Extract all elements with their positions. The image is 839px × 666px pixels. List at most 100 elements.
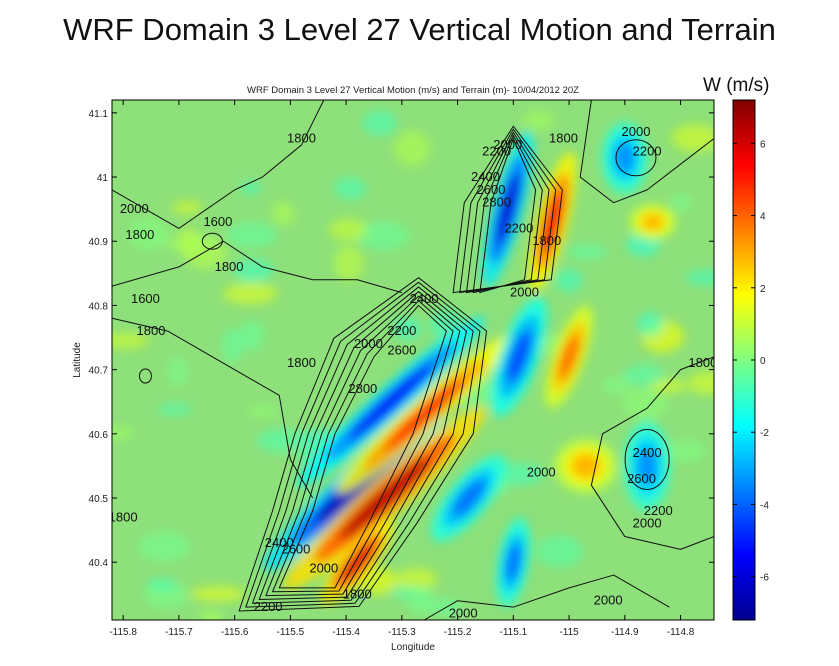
terrain-contour-line xyxy=(278,304,447,589)
terrain-contour-label: 2600 xyxy=(477,182,506,197)
field-texture-cell xyxy=(623,364,666,387)
terrain-contour-label: 2200 xyxy=(482,143,511,158)
y-tick-label: 41.1 xyxy=(89,109,109,120)
field-texture-cell xyxy=(522,109,555,130)
field-texture-cell xyxy=(222,328,243,364)
field-texture-cell xyxy=(333,177,367,200)
updraft-region xyxy=(558,333,580,380)
field-texture-cell xyxy=(669,194,694,212)
field-texture-cell xyxy=(334,245,364,281)
terrain-contour-label: 2000 xyxy=(622,124,651,139)
field-texture-cell xyxy=(271,201,295,226)
terrain-contour-line xyxy=(112,100,325,229)
plot-frame xyxy=(111,99,715,621)
terrain-contour-label: 2000 xyxy=(527,464,556,479)
terrain-contour-label: 2200 xyxy=(644,503,673,518)
terrain-contour-label: 2600 xyxy=(281,541,310,556)
y-tick-label: 40.8 xyxy=(89,301,109,312)
terrain-contour-label: 1800 xyxy=(343,586,372,601)
downdraft-region xyxy=(348,363,434,440)
terrain-contour-label: 2200 xyxy=(633,143,662,158)
y-tick-label: 40.5 xyxy=(89,494,109,505)
x-tick-label: -115.6 xyxy=(221,627,249,638)
x-tick-label: -114.9 xyxy=(611,627,639,638)
downdraft-region xyxy=(496,173,520,245)
terrain-contour-loop xyxy=(138,368,152,384)
field-texture-cell xyxy=(328,218,367,242)
terrain-contour-line xyxy=(579,100,714,204)
field-texture-cell xyxy=(223,282,278,305)
updraft-region xyxy=(571,453,600,479)
terrain-contour-label: 1600 xyxy=(131,291,160,306)
downdraft-region xyxy=(505,542,522,583)
terrain-contour-line xyxy=(238,277,488,612)
terrain-contour-label: 1800 xyxy=(287,355,316,370)
terrain-contour-label: 1800 xyxy=(125,227,154,242)
x-tick-label: -114.8 xyxy=(667,627,695,638)
terrain-contour-label: 2200 xyxy=(504,220,533,235)
field-texture-cell xyxy=(650,379,687,394)
terrain-contour-label: 2000 xyxy=(309,561,338,576)
y-tick-label: 40.9 xyxy=(89,237,109,248)
y-axis-label: Latitude xyxy=(72,342,83,378)
x-tick-label: -115.2 xyxy=(444,627,472,638)
terrain-contour-loop xyxy=(624,429,670,491)
terrain-contour-label: 1800 xyxy=(215,259,244,274)
terrain-contour-label: 2000 xyxy=(354,336,383,351)
x-tick-label: -115.4 xyxy=(332,627,360,638)
x-tick-label: -115.1 xyxy=(500,627,528,638)
field-texture-cell xyxy=(668,439,706,463)
terrain-contour-line xyxy=(452,125,563,294)
terrain-contour-line xyxy=(479,137,537,294)
field-texture-cell xyxy=(686,269,714,286)
terrain-contour-label: 2000 xyxy=(120,201,149,216)
colorbar-tick-label: 4 xyxy=(760,212,766,223)
field-texture-cell xyxy=(671,124,714,152)
field-texture-cell xyxy=(199,608,223,620)
terrain-contour-line xyxy=(465,131,550,294)
colorbar-tick-label: 2 xyxy=(760,284,766,295)
field-texture-cell xyxy=(637,312,664,337)
field-texture-cell xyxy=(128,217,169,252)
terrain-contour-label: 2800 xyxy=(348,381,377,396)
field-texture-cell xyxy=(165,234,221,253)
x-axis-label: Longitude xyxy=(391,642,435,653)
field-texture-cell xyxy=(172,201,203,214)
colorbar-tick-label: 0 xyxy=(760,356,766,367)
terrain-contour-label: 2600 xyxy=(627,471,656,486)
field-texture-cell xyxy=(158,403,193,416)
colorbar-tick-label: -4 xyxy=(760,500,769,511)
terrain-contour-line xyxy=(265,295,461,597)
colorbar-tick-label: -6 xyxy=(760,573,769,584)
plot-title: WRF Domain 3 Level 27 Vertical Motion (m… xyxy=(247,85,579,96)
field-texture-cell xyxy=(190,586,246,602)
field-texture-cell xyxy=(394,131,431,167)
updraft-region xyxy=(339,456,431,540)
x-tick-label: -115.7 xyxy=(165,627,193,638)
downdraft-region xyxy=(636,445,658,487)
terrain-contour-label: 1800 xyxy=(137,323,166,338)
terrain-contour-label: 2200 xyxy=(387,323,416,338)
terrain-contour-label: 2000 xyxy=(493,137,522,152)
field-texture-cell xyxy=(239,181,262,196)
field-texture-cell xyxy=(239,320,265,351)
terrain-contour-label: 2800 xyxy=(482,195,511,210)
updraft-region xyxy=(340,543,374,582)
terrain-contour-label: 2000 xyxy=(594,593,623,608)
terrain-contour-line xyxy=(112,317,314,499)
x-tick-label: -115 xyxy=(559,627,579,638)
terrain-contour-line xyxy=(251,286,474,604)
terrain-contour-label: 2200 xyxy=(254,599,283,614)
downdraft-region xyxy=(614,141,636,174)
terrain-contour-label: 1800 xyxy=(532,233,561,248)
terrain-contour-label: 2400 xyxy=(265,535,294,550)
field-texture-cell xyxy=(392,317,422,340)
colorbar-tick-label: -2 xyxy=(760,428,769,439)
field-texture-cell xyxy=(233,258,274,283)
updraft-region xyxy=(642,213,664,231)
terrain-contour-line xyxy=(272,300,454,593)
y-tick-label: 40.7 xyxy=(89,366,109,377)
terrain-contour-label: 2400 xyxy=(471,169,500,184)
downdraft-region xyxy=(506,330,532,384)
